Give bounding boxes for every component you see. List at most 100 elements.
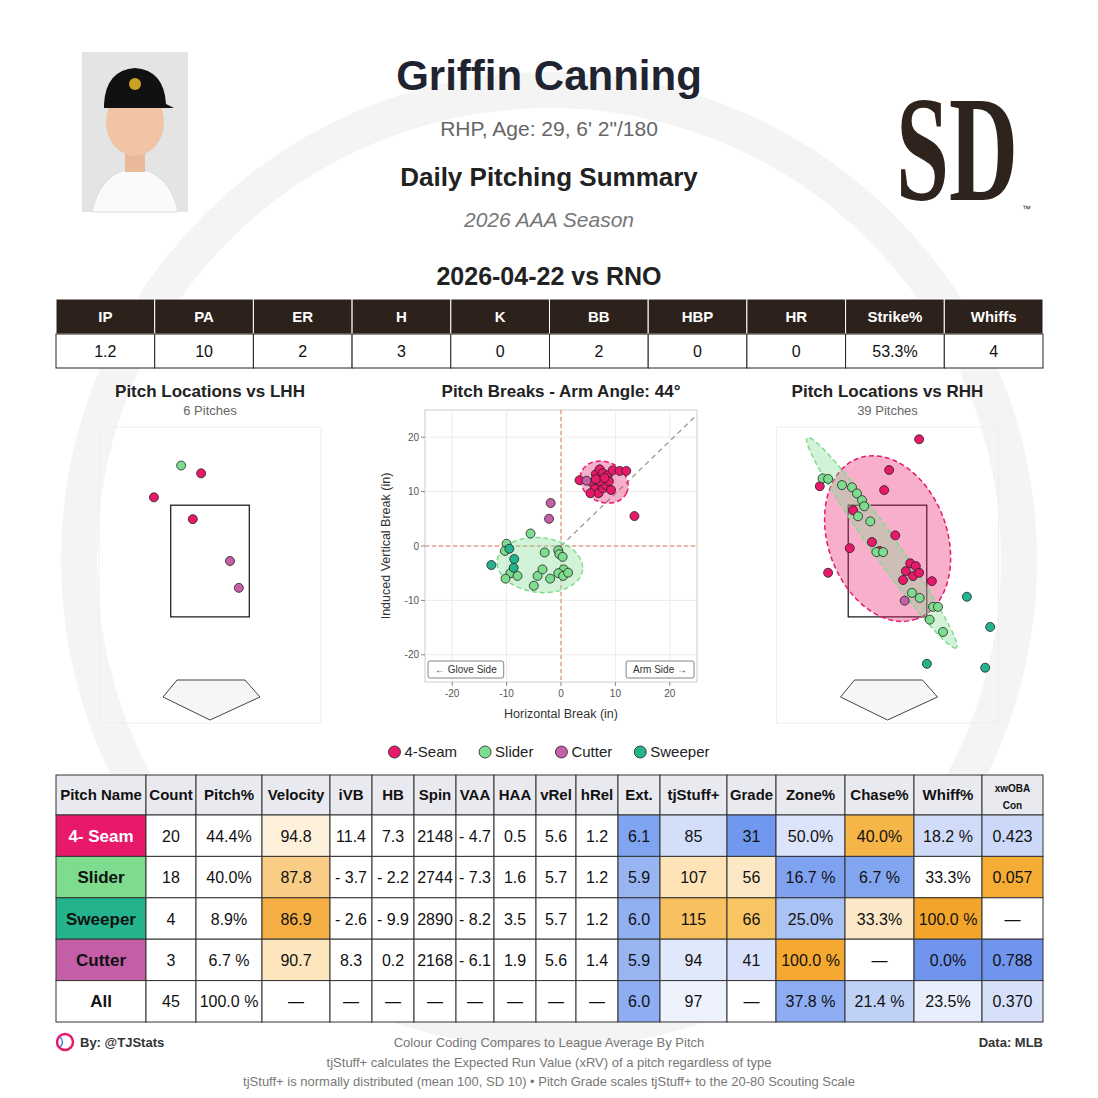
table-value: 5.7 <box>545 911 567 928</box>
spread-ellipse <box>494 533 585 596</box>
table-value: — <box>589 993 605 1010</box>
photo-frame <box>82 52 188 212</box>
pitch-name: All <box>90 992 112 1011</box>
pitch-point <box>880 486 889 495</box>
table-cell <box>262 815 330 856</box>
table-value: — <box>467 993 483 1010</box>
summary-header-cell <box>846 299 945 334</box>
table-header: Chase% <box>850 786 908 803</box>
table-header: Ext. <box>625 786 653 803</box>
footnote: tjStuff+ calculates the Expected Run Val… <box>327 1055 772 1070</box>
table-value: 85 <box>685 828 703 845</box>
pitch-point <box>866 517 875 526</box>
table-value: 1.4 <box>586 952 608 969</box>
legend-item: Sweeper <box>634 743 709 760</box>
table-value: 31 <box>743 828 761 845</box>
pitch-point <box>837 481 846 490</box>
panel-title: Pitch Locations vs RHH <box>792 382 984 401</box>
table-value: 0.423 <box>992 828 1032 845</box>
table-value: - 7.3 <box>459 869 491 886</box>
table-cell <box>776 981 845 1022</box>
table-cell <box>776 939 845 980</box>
plot-frame <box>99 427 321 723</box>
legend-marker <box>634 746 646 758</box>
table-value: 66 <box>743 911 761 928</box>
table-value: 90.7 <box>280 952 311 969</box>
table-value: 3.5 <box>504 911 526 928</box>
summary-value: 4 <box>989 343 998 360</box>
table-value: 25.0% <box>788 911 833 928</box>
tick <box>421 600 425 601</box>
table-value: 5.7 <box>545 869 567 886</box>
legend-marker <box>389 746 401 758</box>
x-tick-label: -20 <box>445 688 460 699</box>
table-cell <box>196 939 262 980</box>
summary-header: Strike% <box>867 308 922 325</box>
pitch-point <box>824 474 833 483</box>
pitch-point <box>885 466 894 475</box>
table-value: 0.788 <box>992 952 1032 969</box>
table-cell <box>56 939 146 980</box>
table-cell <box>146 981 196 1022</box>
summary-cell <box>253 334 352 368</box>
summary-header-cell <box>648 299 747 334</box>
table-cell <box>845 981 914 1022</box>
pitch-point <box>529 581 538 590</box>
pitch-point <box>986 622 995 631</box>
table-value: 1.2 <box>586 828 608 845</box>
summary-cell <box>747 334 846 368</box>
summary-value: 3 <box>397 343 406 360</box>
plot-area <box>425 410 697 682</box>
pitch-point <box>188 515 197 524</box>
summary-header: H <box>396 308 407 325</box>
table-cell <box>196 815 262 856</box>
table-value: - 2.2 <box>377 869 409 886</box>
table-value: 6.0 <box>628 911 650 928</box>
team-logo: SD <box>896 66 1018 232</box>
table-value: 100.0 % <box>200 993 259 1010</box>
summary-header-cell <box>352 299 451 334</box>
summary-cell <box>944 334 1043 368</box>
table-value: 1.6 <box>504 869 526 886</box>
summary-value: 2 <box>594 343 603 360</box>
break-panel: Pitch Breaks - Arm Angle: 44°-20-1001020… <box>379 168 952 721</box>
table-value: 40.0% <box>206 869 251 886</box>
table-cell <box>576 981 618 1022</box>
table-header-cell <box>56 775 146 815</box>
table-header-cell <box>262 775 330 815</box>
table-cell <box>618 815 660 856</box>
pitch-point <box>879 548 888 557</box>
table-cell <box>660 939 727 980</box>
table-cell <box>982 856 1043 897</box>
table-cell <box>576 898 618 939</box>
tick <box>421 546 425 547</box>
pitch-point <box>564 568 573 577</box>
table-value: 40.0% <box>857 828 902 845</box>
photo-cap <box>104 68 174 108</box>
table-cell <box>56 815 146 856</box>
strike-zone <box>171 505 250 617</box>
table-value: - 8.2 <box>459 911 491 928</box>
summary-header: Whiffs <box>971 308 1017 325</box>
table-cell <box>618 981 660 1022</box>
summary-header-cell <box>253 299 352 334</box>
pitch-point <box>915 568 924 577</box>
table-cell <box>618 898 660 939</box>
table-cell <box>494 981 536 1022</box>
summary-cell <box>648 334 747 368</box>
player-name: Griffin Canning <box>396 52 702 99</box>
table-value: 44.4% <box>206 828 251 845</box>
table-cell <box>845 856 914 897</box>
table-value: 33.3% <box>925 869 970 886</box>
y-tick-label: -20 <box>405 649 420 660</box>
table-cell <box>776 898 845 939</box>
table-header-cell <box>576 775 618 815</box>
summary-header-cell <box>56 299 155 334</box>
summary-value: 0 <box>693 343 702 360</box>
table-value: - 3.7 <box>335 869 367 886</box>
table-value: — <box>548 993 564 1010</box>
table-cell <box>982 815 1043 856</box>
table-cell <box>727 815 776 856</box>
table-cell <box>660 815 727 856</box>
table-value: 2744 <box>417 869 453 886</box>
